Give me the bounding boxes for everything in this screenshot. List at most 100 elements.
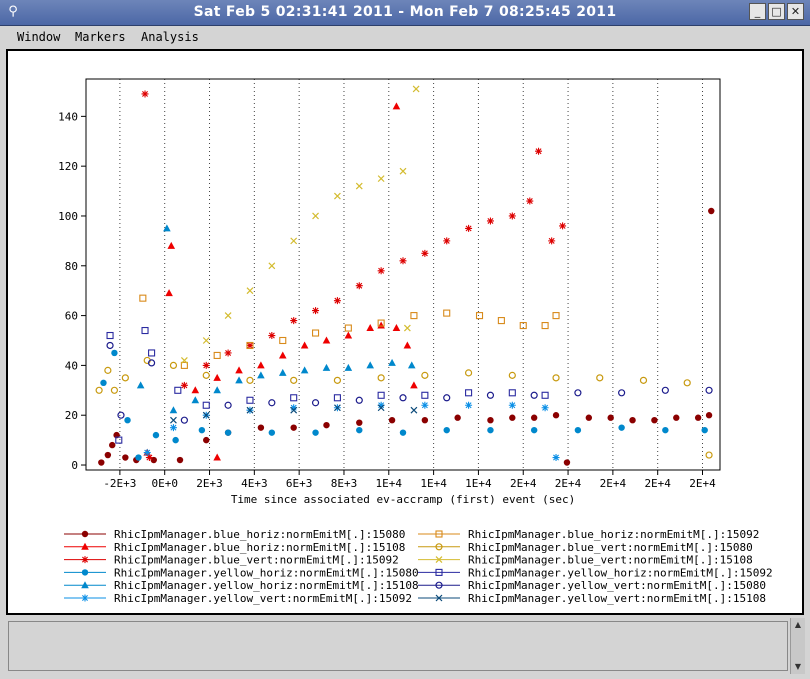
data-point-yh08 (366, 361, 375, 369)
series-yv08 (170, 404, 418, 424)
data-point-bv80 (705, 451, 713, 459)
data-point-bv08 (224, 312, 232, 320)
data-point-bh92 (213, 351, 221, 359)
data-point-yh80 (135, 454, 142, 461)
data-point-bv92 (535, 147, 543, 155)
data-point-yv80 (106, 341, 114, 350)
legend-item-yv92[interactable]: RhicIpmManager.yellow_vert:normEmitM[.]:… (64, 592, 412, 605)
data-point-yv92 (552, 454, 560, 462)
menu-analysis[interactable]: Analysis (141, 30, 199, 44)
scroll-down-icon[interactable]: ▼ (794, 662, 802, 671)
data-point-bv80 (246, 376, 254, 384)
legend-item-yv80[interactable]: RhicIpmManager.yellow_vert:normEmitM[.]:… (418, 579, 766, 592)
data-point-yh92 (106, 331, 114, 340)
data-point-bh80 (673, 414, 680, 421)
menu-bar: Window Markers Analysis (0, 27, 810, 47)
data-point-yv80 (574, 389, 582, 397)
data-point-yv80 (486, 391, 495, 399)
data-point-bh80 (176, 456, 184, 464)
legend-marker (435, 568, 443, 576)
data-point-bh80 (109, 441, 116, 449)
minimize-button[interactable]: _ (749, 3, 766, 20)
legend-item-yh92[interactable]: RhicIpmManager.yellow_horiz:normEmitM[.]… (418, 566, 773, 579)
data-point-bh92 (312, 329, 320, 337)
legend-label: RhicIpmManager.blue_horiz:normEmitM[.]:1… (468, 528, 759, 541)
close-button[interactable]: ✕ (787, 3, 804, 20)
data-point-yh08 (322, 363, 331, 371)
data-point-bv08 (377, 175, 385, 183)
legend-label: RhicIpmManager.yellow_vert:normEmitM[.]:… (114, 592, 412, 605)
data-point-bh80 (98, 459, 105, 466)
data-point-bv80 (377, 374, 385, 382)
data-point-yv80 (705, 386, 713, 394)
emittance-scatter-chart[interactable]: -2E+3 0E+0 2E+3 4E+3 6E+3 8E+3 1E+4 1E+4 1E+4 2E+… (8, 51, 802, 613)
data-point-bh08 (410, 381, 418, 389)
y-tick-label: 0 (71, 459, 78, 472)
data-point-bv80 (290, 376, 298, 384)
data-point-bh80 (705, 412, 713, 419)
data-point-bh92 (377, 319, 385, 327)
plot-box (85, 78, 721, 471)
status-scrollbar[interactable]: ▲ ▼ (790, 618, 805, 674)
data-point-bv80 (508, 371, 516, 379)
data-point-yh08 (213, 386, 221, 394)
data-point-bh92 (519, 322, 527, 330)
data-point-bh08 (213, 373, 221, 381)
data-point-yh92 (541, 391, 549, 399)
y-tick-label: 60 (65, 310, 78, 323)
data-point-bv92 (268, 332, 276, 340)
menu-markers[interactable]: Markers (75, 30, 126, 44)
scroll-up-icon[interactable]: ▲ (794, 620, 802, 629)
data-point-yh08 (235, 376, 243, 384)
data-point-bh80 (454, 414, 461, 421)
data-point-bh80 (356, 419, 363, 426)
data-point-bv80 (421, 371, 429, 379)
legend-item-bv92[interactable]: RhicIpmManager.blue_vert:normEmitM[.]:15… (64, 554, 399, 567)
legend-label: RhicIpmManager.blue_vert:normEmitM[.]:15… (468, 541, 753, 554)
legend-item-bh08[interactable]: RhicIpmManager.blue_horiz:normEmitM[.]:1… (64, 541, 405, 554)
data-point-bv92 (548, 237, 556, 245)
data-point-bh92 (344, 324, 352, 332)
x-tick-label: 4E+3 (241, 477, 268, 490)
data-point-bv92 (141, 90, 149, 98)
data-point-bv92 (508, 212, 516, 220)
plot-area[interactable]: -2E+3 0E+0 2E+3 4E+3 6E+3 8E+3 1E+4 1E+4 1E+4 2E+… (6, 49, 804, 615)
legend-label: RhicIpmManager.yellow_vert:normEmitM[.]:… (468, 579, 766, 592)
data-point-yh80 (662, 426, 669, 434)
x-tick-label: 1E+4 (465, 477, 492, 490)
maximize-button[interactable]: □ (768, 3, 785, 20)
legend-item-bv08[interactable]: RhicIpmManager.blue_vert:normEmitM[.]:15… (418, 554, 753, 567)
legend-item-yh80[interactable]: RhicIpmManager.yellow_horiz:normEmitM[.]… (64, 566, 419, 579)
legend-label: RhicIpmManager.yellow_horiz:normEmitM[.]… (114, 566, 419, 579)
data-point-yh92 (333, 394, 341, 402)
data-point-yh08 (278, 368, 287, 376)
data-point-bh92 (246, 341, 254, 350)
legend-item-bh80[interactable]: RhicIpmManager.blue_horiz:normEmitM[.]:1… (64, 528, 405, 541)
data-point-bh08 (167, 241, 176, 249)
data-point-yh80 (224, 429, 232, 436)
series-bv08 (180, 85, 420, 364)
legend-item-yh08[interactable]: RhicIpmManager.yellow_horiz:normEmitM[.]… (64, 579, 419, 592)
data-point-bh80 (607, 414, 614, 421)
menu-window[interactable]: Window (17, 30, 61, 44)
legend-item-yv08[interactable]: RhicIpmManager.yellow_vert:normEmitM[.]:… (418, 592, 766, 605)
data-point-bh08 (366, 324, 375, 332)
legend-item-bv80[interactable]: RhicIpmManager.blue_vert:normEmitM[.]:15… (418, 541, 753, 554)
legend-item-bh92[interactable]: RhicIpmManager.blue_horiz:normEmitM[.]:1… (418, 528, 759, 541)
data-point-bv80 (683, 379, 691, 387)
data-point-yv80 (530, 391, 538, 399)
data-point-bh92 (410, 312, 418, 320)
data-point-yh08 (257, 371, 265, 379)
data-point-yh08 (300, 366, 309, 374)
data-point-bh80 (563, 459, 571, 466)
series-yv80 (106, 341, 713, 424)
window-titlebar[interactable]: ⚲ Sat Feb 5 02:31:41 2011 - Mon Feb 7 08… (0, 0, 810, 26)
y-tick-label: 80 (65, 260, 78, 273)
y-tick-label: 120 (58, 160, 78, 173)
data-point-bh08 (392, 324, 401, 332)
legend-marker (435, 581, 443, 589)
legend-label: RhicIpmManager.yellow_horiz:normEmitM[.]… (468, 566, 773, 579)
data-point-yh08 (136, 381, 145, 389)
data-point-bv92 (290, 317, 298, 325)
window-menu-icon[interactable]: ⚲ (8, 4, 18, 19)
